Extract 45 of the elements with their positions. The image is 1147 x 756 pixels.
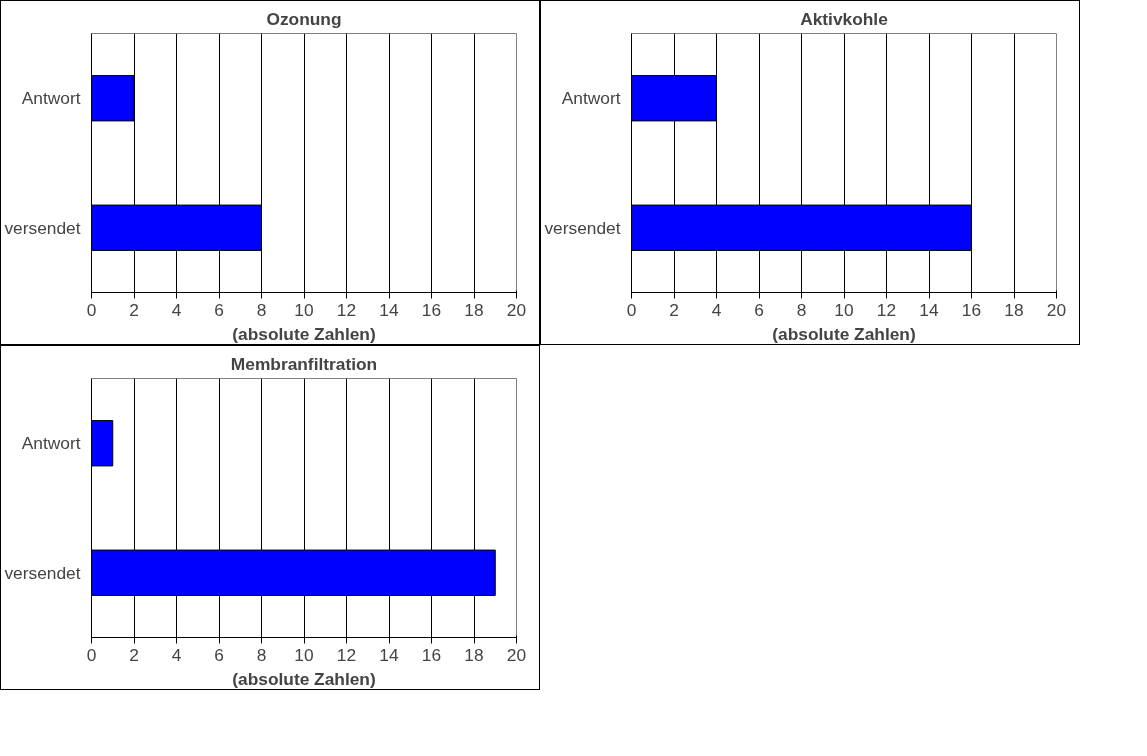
- x-tick-label: 10: [834, 299, 854, 320]
- x-tick-label: 6: [214, 299, 224, 320]
- x-tick-label: 6: [754, 299, 764, 320]
- chart-title: Membranfiltration: [230, 353, 378, 374]
- x-tick-label: 4: [171, 644, 182, 665]
- x-tick-label: 2: [669, 299, 679, 320]
- y-tick-label: Antwort: [561, 88, 621, 109]
- x-tick-label: 20: [506, 299, 527, 320]
- x-tick-label: 8: [256, 644, 267, 665]
- x-tick-label: 10: [294, 644, 314, 665]
- x-tick-label: 0: [86, 299, 97, 320]
- x-tick-label: 16: [421, 299, 442, 320]
- y-tick-label: versendet: [4, 217, 81, 238]
- x-tick-label: 14: [379, 299, 399, 320]
- y-tick-label: Antwort: [21, 433, 81, 454]
- x-tick-label: 12: [336, 644, 357, 665]
- x-tick-label: 14: [379, 644, 399, 665]
- x-tick-label: 0: [626, 299, 637, 320]
- x-tick-label: 12: [336, 299, 357, 320]
- x-tick-label: 2: [129, 299, 139, 320]
- y-tick-label: versendet: [4, 562, 81, 583]
- x-axis-title: (absolute Zahlen): [232, 668, 376, 689]
- x-tick-label: 18: [464, 299, 484, 320]
- x-tick-label: 18: [1004, 299, 1024, 320]
- x-axis-title: (absolute Zahlen): [232, 323, 376, 344]
- x-tick-label: 6: [214, 644, 224, 665]
- x-tick-label: 0: [86, 644, 97, 665]
- x-tick-label: 20: [506, 644, 527, 665]
- x-axis-title: (absolute Zahlen): [772, 323, 916, 344]
- x-tick-label: 14: [919, 299, 939, 320]
- x-tick-label: 10: [294, 299, 314, 320]
- x-tick-label: 4: [171, 299, 182, 320]
- x-tick-label: 4: [711, 299, 722, 320]
- x-tick-label: 8: [796, 299, 807, 320]
- x-tick-label: 20: [1046, 299, 1067, 320]
- x-tick-label: 12: [876, 299, 897, 320]
- x-tick-label: 2: [129, 644, 139, 665]
- y-tick-label: versendet: [544, 217, 621, 238]
- x-tick-label: 18: [464, 644, 484, 665]
- x-tick-label: 16: [421, 644, 442, 665]
- x-tick-label: 8: [256, 299, 267, 320]
- y-tick-label: Antwort: [21, 88, 81, 109]
- x-tick-label: 16: [961, 299, 982, 320]
- chart-title: Aktivkohle: [800, 8, 889, 29]
- chart-title: Ozonung: [266, 8, 342, 29]
